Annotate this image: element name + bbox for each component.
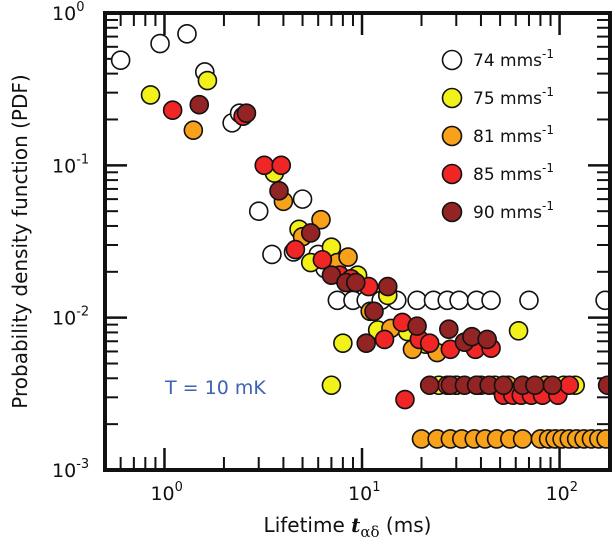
x-tick-label-exponent: 2	[570, 480, 578, 495]
x-tick-label: 101	[348, 480, 380, 505]
x-tick-label: 100	[150, 480, 182, 505]
data-point-series-1	[177, 24, 197, 44]
legend-label-exponent: -1	[542, 85, 554, 99]
x-axis-label-text: Lifetime	[264, 513, 352, 537]
x-axis-label-subscript: αδ	[360, 523, 379, 540]
x-axis-label-symbol: t	[351, 513, 361, 537]
x-tick-label-exponent: 1	[372, 480, 380, 495]
data-point-series-5	[407, 316, 427, 336]
data-point-series-4	[312, 249, 333, 270]
y-tick-label-base: 10	[52, 460, 76, 482]
legend-label-text: 74 mms	[473, 51, 542, 71]
legend-label-text: 75 mms	[473, 89, 542, 109]
data-point-series-1	[150, 33, 170, 54]
legend-label-text: 85 mms	[473, 165, 542, 185]
legend-marker-series-5	[441, 201, 463, 223]
data-point-series-4	[395, 389, 415, 410]
data-point-series-2	[508, 320, 529, 341]
data-point-series-2	[140, 85, 161, 105]
legend-marker-series-3	[441, 125, 463, 147]
data-point-series-4	[162, 100, 183, 121]
data-point-series-5	[542, 375, 563, 396]
legend-label-text: 90 mms	[473, 203, 542, 223]
legend-label-series-1: 74 mms-1	[473, 47, 554, 71]
legend-label-exponent: -1	[542, 123, 554, 137]
data-point-series-5	[300, 223, 321, 243]
legend-marker-series-4	[441, 163, 463, 185]
y-tick-label-exponent: 0	[76, 0, 84, 15]
legend-marker-series-2	[441, 87, 463, 109]
y-tick-label: 10-1	[52, 152, 89, 177]
y-tick-label: 10-3	[52, 457, 89, 482]
data-point-series-1	[110, 50, 131, 70]
data-point-series-4	[559, 375, 580, 396]
data-point-series-2	[321, 375, 342, 396]
data-points	[110, 24, 612, 449]
data-point-series-5	[364, 301, 384, 322]
temperature-annotation: T = 10 mK	[164, 377, 266, 399]
data-point-series-2	[197, 70, 218, 91]
legend-label-text: 81 mms	[473, 127, 542, 147]
legend-label-exponent: -1	[542, 47, 554, 61]
data-point-series-5	[189, 94, 210, 115]
data-point-series-5	[439, 319, 459, 340]
data-point-series-3	[512, 429, 533, 449]
y-tick-label-exponent: -3	[76, 457, 89, 472]
legend-label-series-5: 90 mms-1	[473, 199, 554, 223]
x-tick-label: 102	[546, 480, 578, 505]
y-tick-label-base: 10	[52, 155, 76, 177]
x-tick-label-exponent: 0	[175, 480, 183, 495]
x-tick-label-base: 10	[348, 483, 372, 505]
legend-marker-series-1	[441, 49, 463, 71]
x-tick-label-base: 10	[546, 483, 570, 505]
legend-label-series-4: 85 mms-1	[473, 161, 554, 185]
data-point-series-5	[477, 329, 497, 350]
data-point-series-1	[248, 201, 269, 221]
data-point-series-5	[269, 181, 289, 201]
y-tick-label: 10-2	[52, 305, 89, 330]
data-point-series-4	[419, 333, 440, 353]
plot-frame	[103, 11, 612, 472]
legend-label-series-3: 81 mms-1	[473, 123, 554, 147]
x-axis-label-unit: (ms)	[380, 513, 432, 537]
data-point-series-4	[285, 239, 306, 260]
y-tick-label-exponent: -2	[76, 305, 89, 320]
data-point-series-3	[338, 247, 358, 267]
data-point-series-4	[374, 329, 395, 350]
legend-label-exponent: -1	[542, 199, 554, 213]
data-point-series-5	[345, 272, 366, 293]
y-tick-label-base: 10	[52, 3, 76, 25]
data-point-series-4	[254, 155, 275, 176]
data-point-series-5	[377, 276, 398, 297]
data-point-series-2	[333, 333, 353, 353]
data-point-series-5	[525, 375, 545, 396]
data-point-series-5	[419, 375, 440, 396]
data-point-series-1	[262, 244, 282, 265]
y-axis-label: Probability density function (PDF)	[8, 74, 32, 408]
x-axis-label: Lifetime tαδ (ms)	[264, 513, 432, 540]
y-tick-label: 100	[52, 0, 84, 25]
data-point-series-5	[493, 375, 514, 396]
data-point-series-5	[356, 333, 377, 353]
data-point-series-1	[449, 290, 469, 311]
data-point-series-4	[271, 155, 292, 176]
data-point-series-3	[311, 209, 331, 230]
data-point-series-1	[519, 290, 539, 311]
data-point-series-1	[407, 290, 427, 311]
legend: 74 mms-175 mms-181 mms-185 mms-190 mms-1	[441, 47, 554, 223]
data-point-series-3	[183, 120, 204, 141]
legend-label-series-2: 75 mms-1	[473, 85, 554, 109]
data-point-series-1	[292, 189, 313, 209]
y-tick-label-exponent: -1	[76, 152, 89, 167]
y-tick-label-base: 10	[52, 308, 76, 330]
data-point-series-5	[236, 103, 257, 123]
legend-label-exponent: -1	[542, 161, 554, 175]
data-point-series-1	[481, 290, 501, 311]
x-tick-label-base: 10	[150, 483, 174, 505]
